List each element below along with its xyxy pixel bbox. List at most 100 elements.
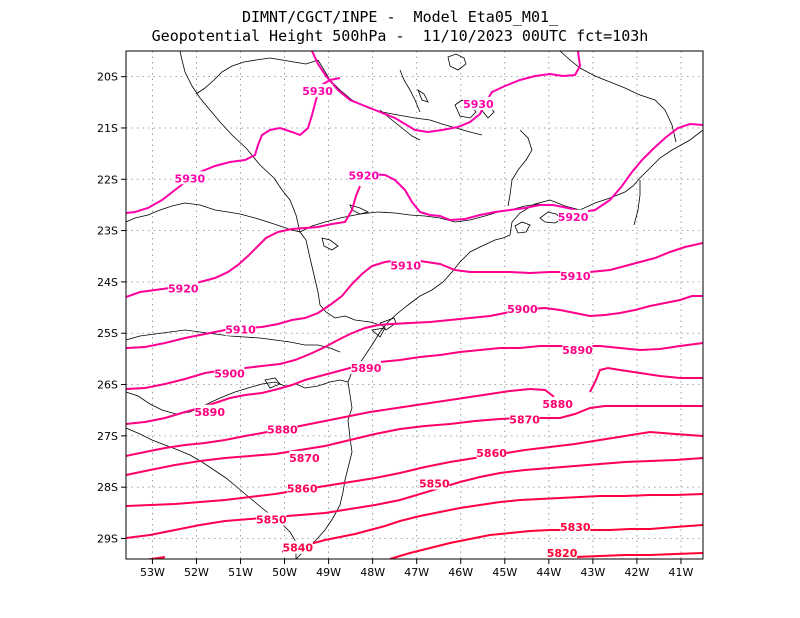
contour-label-background xyxy=(225,322,256,336)
contour-labels: 5930 5930 5930 5920 5920 5920 5910 5910 5910 5900… xyxy=(168,84,593,560)
x-tick-label: 53W xyxy=(140,566,165,579)
contour-label-background xyxy=(558,209,589,223)
contour-5930-west xyxy=(126,77,341,214)
contour-label-5880: 5880 xyxy=(542,398,573,411)
plot-frame xyxy=(125,50,704,560)
contour-label-background xyxy=(287,481,318,495)
contour-5860 xyxy=(126,430,703,507)
contour-label-background xyxy=(168,281,199,295)
map-title-line-1: DIMNT/CGCT/INPE - Model Eta05_M01_ xyxy=(241,8,559,26)
state-border xyxy=(126,379,349,415)
contour-5850 xyxy=(126,457,703,539)
contour-label-5930: 5930 xyxy=(175,172,206,185)
contour-label-5860: 5860 xyxy=(476,447,507,460)
contour-label-background xyxy=(302,84,333,98)
x-tick-label: 49W xyxy=(316,566,341,579)
coastline-borders xyxy=(126,51,703,559)
contour-label-5920: 5920 xyxy=(558,211,589,224)
contour-label-5900: 5900 xyxy=(214,367,245,380)
state-border xyxy=(559,51,677,143)
contour-label-5820: 5820 xyxy=(547,547,578,560)
contour-label-background xyxy=(390,258,421,272)
y-tick-label: 29S xyxy=(97,532,118,545)
coastline-detail xyxy=(371,327,386,338)
lake xyxy=(447,53,467,71)
x-tick-label: 43W xyxy=(580,566,605,579)
y-tick-label: 22S xyxy=(97,173,118,186)
contour-label-5910: 5910 xyxy=(225,324,256,337)
contour-label-5920: 5920 xyxy=(349,170,380,183)
contour-5920-north xyxy=(351,122,703,222)
contour-5870 xyxy=(126,405,703,476)
contour-5900 xyxy=(126,295,703,390)
lake xyxy=(264,377,281,389)
coastline-detail xyxy=(514,221,531,234)
contour-label-5920: 5920 xyxy=(168,283,199,296)
y-tick-label: 25S xyxy=(97,327,118,340)
x-tick-label: 52W xyxy=(184,566,209,579)
contour-label-5900: 5900 xyxy=(507,303,538,316)
contour-label-5840: 5840 xyxy=(282,542,313,555)
x-tick-label: 44W xyxy=(536,566,561,579)
y-tick-label: 26S xyxy=(97,379,118,392)
contour-label-background xyxy=(542,397,573,411)
contour-5880 xyxy=(126,366,703,457)
contour-label-5850: 5850 xyxy=(256,514,287,527)
x-tick-label: 46W xyxy=(448,566,473,579)
state-border xyxy=(299,203,541,233)
contour-label-5930: 5930 xyxy=(302,85,333,98)
contour-5840 xyxy=(281,493,703,553)
y-tick-label: 24S xyxy=(97,276,118,289)
axis-ticks: 53W 52W 51W 50W 49W 48W 47W 46W 45W 44W 43W 42W 41W 2… xyxy=(97,71,694,579)
contour-label-background xyxy=(256,512,287,526)
coastline-detail xyxy=(539,211,563,224)
x-tick-label: 48W xyxy=(360,566,385,579)
contour-label-background xyxy=(194,404,225,418)
x-tick-label: 51W xyxy=(228,566,253,579)
lake xyxy=(321,237,339,251)
contour-label-5890: 5890 xyxy=(562,344,593,357)
contour-lines xyxy=(126,51,703,559)
contour-label-5870: 5870 xyxy=(289,452,320,465)
x-tick-label: 42W xyxy=(624,566,649,579)
y-tick-label: 27S xyxy=(97,430,118,443)
contour-5920-south xyxy=(126,185,361,298)
state-border xyxy=(126,202,381,326)
contour-label-background xyxy=(463,96,494,110)
contour-label-5890: 5890 xyxy=(351,362,382,375)
x-tick-label: 50W xyxy=(272,566,297,579)
x-tick-label: 47W xyxy=(404,566,429,579)
y-tick-label: 23S xyxy=(97,225,118,238)
state-border xyxy=(379,109,421,141)
contour-label-background xyxy=(289,450,320,464)
map-title-line-2: Geopotential Height 500hPa - 11/10/2023 … xyxy=(151,27,649,45)
contour-label-background xyxy=(476,445,507,459)
contour-label-background xyxy=(562,343,593,357)
state-border xyxy=(126,427,297,559)
contour-label-background xyxy=(560,520,591,534)
contour-label-background xyxy=(509,412,540,426)
y-tick-label: 28S xyxy=(97,481,118,494)
contour-label-background xyxy=(348,168,379,182)
contour-label-5910: 5910 xyxy=(390,260,421,273)
contour-label-background xyxy=(267,422,298,436)
x-tick-label: 41W xyxy=(669,566,694,579)
state-border xyxy=(633,180,641,226)
contour-label-background xyxy=(351,361,382,375)
contour-label-background xyxy=(174,171,205,185)
y-tick-label: 20S xyxy=(97,71,118,84)
contour-label-background xyxy=(214,366,245,380)
contour-label-5930: 5930 xyxy=(463,98,494,111)
contour-5830 xyxy=(144,524,703,559)
y-tick-label: 21S xyxy=(97,122,118,135)
state-border xyxy=(507,129,533,207)
contour-label-5890: 5890 xyxy=(194,406,225,419)
lake xyxy=(417,88,429,103)
x-tick-label: 45W xyxy=(492,566,517,579)
state-border xyxy=(399,69,421,113)
contour-label-background xyxy=(547,545,578,559)
contour-label-5880: 5880 xyxy=(267,424,298,437)
lake xyxy=(454,99,477,119)
contour-label-5870: 5870 xyxy=(509,413,540,426)
contour-5930-north xyxy=(311,51,582,134)
